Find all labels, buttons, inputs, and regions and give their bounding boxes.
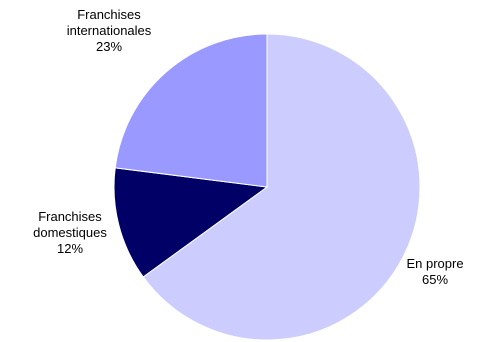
- slice-label-1: Franchises domestiques 12%: [33, 209, 107, 256]
- slice-name-label: Franchises: [38, 209, 102, 224]
- pie-slice-2: [114, 33, 268, 188]
- pie-slice-1: [113, 167, 269, 278]
- slice-percent-label: 65%: [422, 272, 448, 287]
- slice-label-2: Franchises internationales 23%: [67, 7, 152, 54]
- slice-name-label: domestiques: [33, 225, 107, 240]
- pie-slice-0: [142, 33, 421, 341]
- labels-layer: En propre 65%Franchises domestiques 12%Fran…: [33, 7, 463, 287]
- slice-name-label: internationales: [67, 23, 152, 38]
- slices-layer: [113, 33, 421, 341]
- slice-label-0: En propre 65%: [406, 256, 463, 287]
- slice-percent-label: 12%: [57, 241, 83, 256]
- slice-name-label: En propre: [406, 256, 463, 271]
- slice-name-label: Franchises: [77, 7, 141, 22]
- slice-percent-label: 23%: [96, 39, 122, 54]
